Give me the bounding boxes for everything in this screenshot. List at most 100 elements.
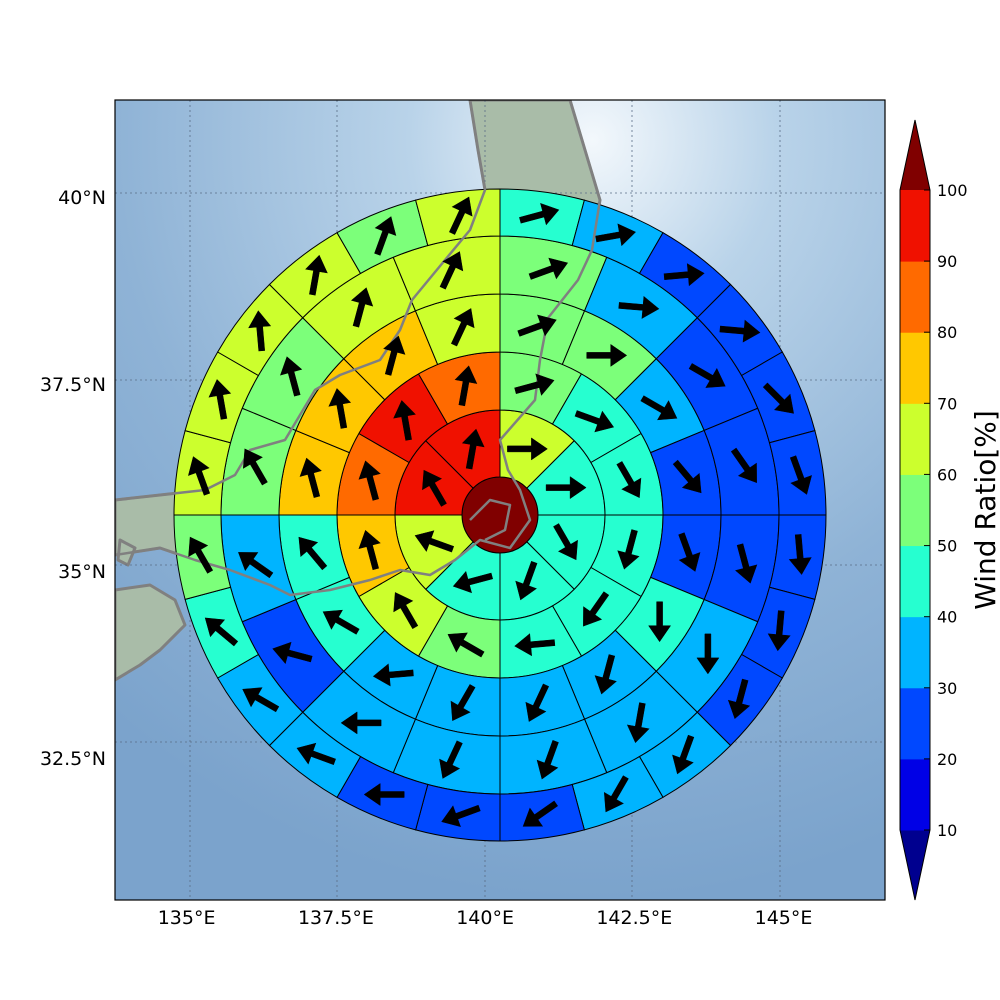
wind-arrow — [788, 534, 812, 575]
wind-arrow — [762, 382, 794, 414]
y-tick-label: 35°N — [58, 561, 106, 583]
wind-arrow — [545, 476, 587, 500]
wind-arrow — [640, 395, 678, 421]
sectors-layer — [173, 188, 827, 842]
wind-arrow — [242, 687, 280, 713]
wind-arrow — [789, 455, 812, 495]
map-frame — [114, 99, 886, 901]
wind-arrow — [525, 683, 550, 722]
wind-arrow — [515, 560, 538, 601]
y-axis-ticks: 32.5°N 35°N 37.5°N 40°N — [40, 187, 106, 770]
map-area — [114, 99, 886, 901]
wind-arrow — [328, 388, 352, 429]
colorbar-bin — [900, 687, 930, 760]
wind-arrow — [372, 663, 414, 687]
wind-arrow — [536, 740, 559, 780]
wind-arrow — [586, 343, 628, 367]
wind-arrow — [414, 530, 455, 553]
wind-arrow — [305, 254, 328, 296]
coastline-overlay — [115, 100, 602, 597]
colorbar-extend-min — [900, 830, 930, 900]
wind-arrow — [672, 734, 695, 775]
colorbar-tick-label: 90 — [937, 252, 957, 271]
colorbar-tick-label: 80 — [937, 323, 957, 342]
wind-arrow — [350, 287, 374, 328]
x-tick-label: 140°E — [456, 907, 514, 929]
wind-arrow — [188, 536, 214, 574]
x-tick-label: 142.5°E — [596, 907, 672, 929]
wind-arrow — [374, 216, 397, 256]
wind-arrow — [393, 592, 419, 629]
colorbar-label: Wind Ratio[%] — [969, 410, 1000, 610]
wind-arrow — [507, 437, 548, 461]
wind-arrow — [340, 711, 382, 735]
colorbar-bin — [900, 403, 930, 475]
wind-arrow — [358, 529, 381, 571]
wind-arrow — [617, 529, 640, 570]
wind-arrow — [299, 457, 322, 498]
colorbar-tick-label: 20 — [937, 750, 957, 769]
wind-arrow — [603, 775, 629, 813]
colorbar-tick-label: 10 — [937, 821, 957, 840]
x-tick-label: 145°E — [755, 907, 813, 929]
wind-arrow — [574, 410, 615, 433]
wind-arrow — [719, 319, 761, 343]
wind-arrow — [448, 196, 473, 235]
wind-arrow — [528, 257, 569, 280]
colorbar: 10 20 30 40 50 60 70 80 90 100 Wind Ratio[%] — [899, 119, 1000, 901]
wind-arrow — [626, 702, 650, 744]
wind-arrow — [450, 308, 475, 347]
y-tick-label: 40°N — [58, 187, 106, 209]
wind-arrow — [447, 632, 485, 658]
wind-arrow — [208, 379, 232, 420]
colorbar-bin — [900, 332, 930, 404]
colorbar-bin — [900, 616, 930, 689]
wind-arrow — [678, 532, 701, 572]
wind-arrow — [522, 800, 558, 827]
wind-arrow — [514, 633, 556, 657]
wind-arrow — [280, 356, 303, 397]
colorbar-bin — [900, 758, 930, 831]
colorbar-tick-label: 50 — [937, 537, 957, 556]
y-tick-label: 37.5°N — [40, 374, 106, 396]
wind-arrow — [204, 617, 239, 647]
wind-arrow — [441, 804, 481, 827]
wind-arrow — [383, 335, 406, 376]
colorbar-tick-label: 60 — [937, 465, 957, 484]
wind-arrow — [298, 536, 328, 571]
wind-arrow — [583, 591, 610, 627]
wind-arrow — [618, 295, 660, 319]
colorbar-extend-max — [900, 120, 930, 190]
wind-arrow — [450, 684, 476, 722]
wind-arrow — [322, 609, 360, 635]
coastline — [115, 100, 602, 597]
wind-arrow — [519, 203, 560, 226]
wind-arrow — [422, 469, 447, 507]
wind-arrow — [727, 678, 751, 719]
wind-arrow — [188, 456, 211, 496]
colorbar-tick-label: 70 — [937, 394, 957, 413]
wind-arrow — [454, 365, 478, 407]
shikoku-land — [115, 583, 187, 682]
wind-arrow — [767, 610, 791, 652]
y-tick-label: 32.5°N — [40, 748, 106, 770]
wind-arrow — [242, 448, 268, 486]
wind-arrow — [358, 460, 381, 501]
wind-arrow — [616, 461, 642, 499]
arrows-layer — [188, 196, 812, 827]
x-axis-ticks: 135°E 137.5°E 140°E 142.5°E 145°E — [158, 907, 813, 929]
colorbar-tick-label: 30 — [937, 679, 957, 698]
wind-arrow — [363, 783, 405, 806]
wind-arrow — [514, 373, 555, 396]
colorbar-tick-label: 40 — [937, 608, 957, 627]
wind-arrow — [248, 310, 272, 352]
wind-arrow — [439, 740, 463, 779]
wind-arrow — [696, 633, 720, 675]
wind-arrow — [595, 223, 636, 247]
wind-arrow — [688, 363, 726, 388]
x-tick-label: 135°E — [158, 907, 216, 929]
wind-arrow — [452, 570, 494, 594]
wind-arrow — [461, 428, 485, 470]
wind-arrow — [648, 601, 672, 643]
